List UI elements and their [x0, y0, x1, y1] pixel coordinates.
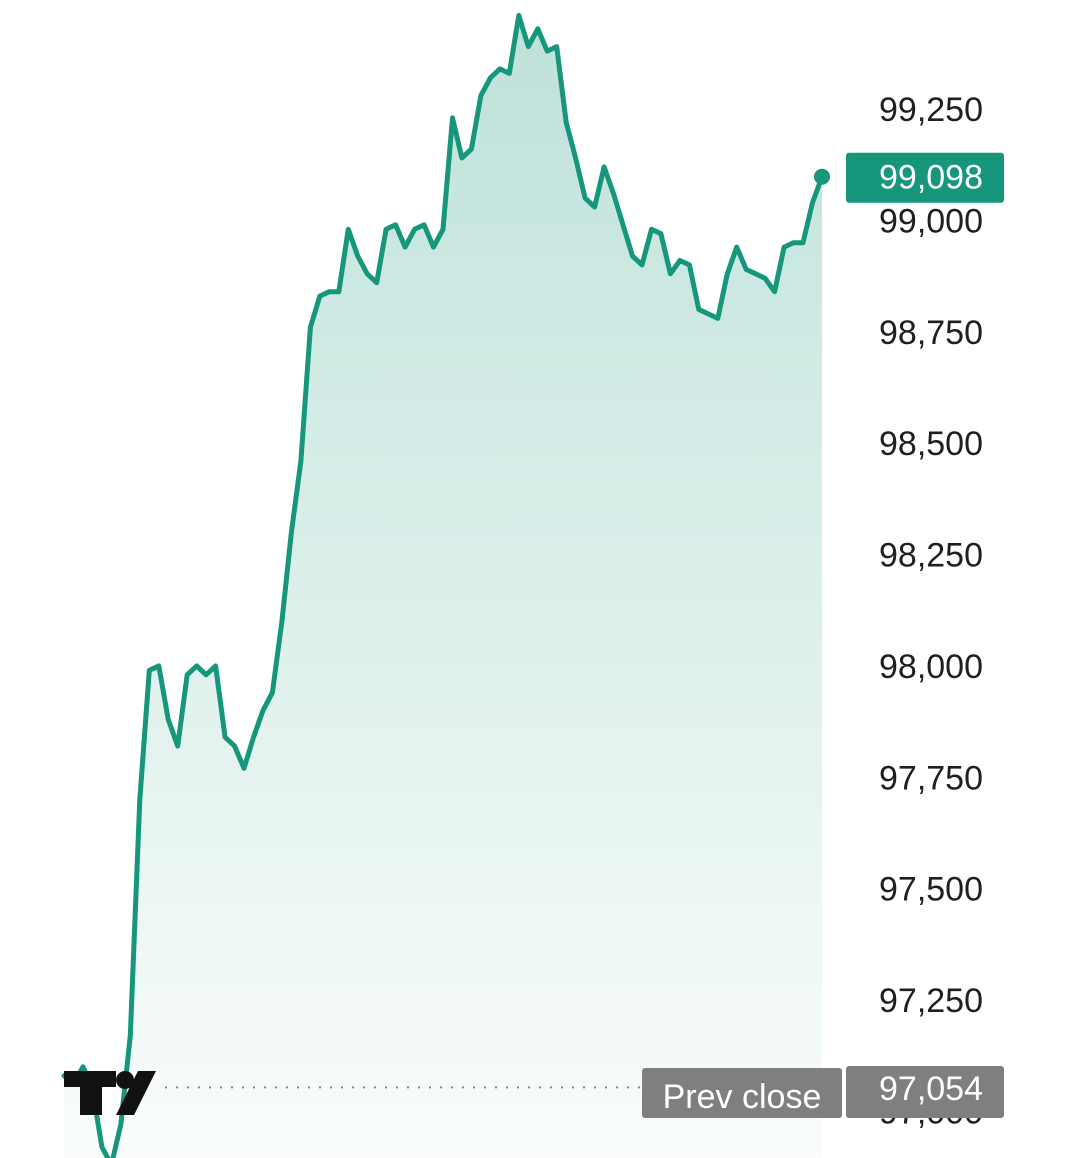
- prev-close-value-tag: [846, 1066, 1004, 1118]
- prev-close-label: Prev close: [663, 1078, 822, 1116]
- y-tick-label: 99,250: [879, 91, 983, 129]
- last-price-dot: [814, 168, 830, 185]
- prev-close-tag: [642, 1068, 842, 1118]
- y-tick-label: 97,250: [879, 982, 983, 1020]
- last-price-tag: [846, 152, 1004, 203]
- y-tick-label: 99,000: [879, 202, 983, 240]
- tradingview-logo-icon: [64, 1071, 156, 1115]
- y-axis-ticks: 99,250 99,000 98,750 98,500 98,250 98,000 97,7…: [879, 91, 983, 1131]
- y-tick-label: 98,000: [879, 648, 983, 686]
- y-tick-label: 98,500: [879, 425, 983, 463]
- y-tick-label: 98,750: [879, 314, 983, 352]
- price-line-layer: [61, 12, 830, 1158]
- price-tags: 99,098 Prev close 97,054: [642, 152, 1004, 1118]
- y-tick-label: 97,500: [879, 871, 983, 909]
- price-area-fill: [64, 15, 822, 1158]
- y-tick-label: 98,250: [879, 537, 983, 575]
- last-price-label: 99,098: [879, 159, 983, 197]
- area-fill-layer: [64, 15, 822, 1158]
- y-tick-label: 97,750: [879, 759, 983, 797]
- prev-close-value-label: 97,054: [879, 1070, 983, 1108]
